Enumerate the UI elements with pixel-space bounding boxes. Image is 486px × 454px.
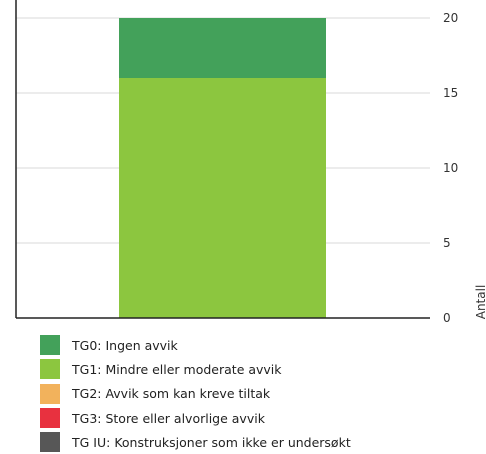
legend-item-tg1[interactable]: TG1: Mindre eller moderate avvik <box>40 357 351 381</box>
legend-label: TG IU: Konstruksjoner som ikke er unders… <box>72 434 351 450</box>
legend-swatch <box>40 359 60 380</box>
y-tick-label: 0 <box>443 311 451 325</box>
legend-swatch <box>40 335 60 356</box>
y-tick-labels: 0 5 10 15 20 <box>443 11 458 325</box>
y-tick-label: 10 <box>443 161 458 175</box>
legend-label: TG2: Avvik som kan kreve tiltak <box>72 386 271 402</box>
y-tick-label: 20 <box>443 11 458 25</box>
legend-swatch <box>40 408 60 429</box>
legend-item-tg2[interactable]: TG2: Avvik som kan kreve tiltak <box>40 382 351 406</box>
legend-label: TG3: Store eller alvorlige avvik <box>72 410 265 426</box>
legend-label: TG0: Ingen avvik <box>72 337 178 353</box>
bar-segment-tg1 <box>119 78 326 318</box>
legend-item-tg3[interactable]: TG3: Store eller alvorlige avvik <box>40 406 351 430</box>
legend-item-tg0[interactable]: TG0: Ingen avvik <box>40 333 351 357</box>
legend-item-tgiu[interactable]: TG IU: Konstruksjoner som ikke er unders… <box>40 430 351 454</box>
legend: TG0: Ingen avvik TG1: Mindre eller moder… <box>40 333 351 454</box>
stacked-bar-chart: 0 5 10 15 20 Antall <box>15 0 486 325</box>
y-tick-label: 15 <box>443 86 458 100</box>
legend-swatch <box>40 432 60 453</box>
bar-segment-tg0 <box>119 18 326 78</box>
y-tick-label: 5 <box>443 236 451 250</box>
bars <box>119 18 326 318</box>
legend-swatch <box>40 383 60 404</box>
legend-label: TG1: Mindre eller moderate avvik <box>72 361 282 377</box>
y-axis-label: Antall <box>474 285 486 320</box>
